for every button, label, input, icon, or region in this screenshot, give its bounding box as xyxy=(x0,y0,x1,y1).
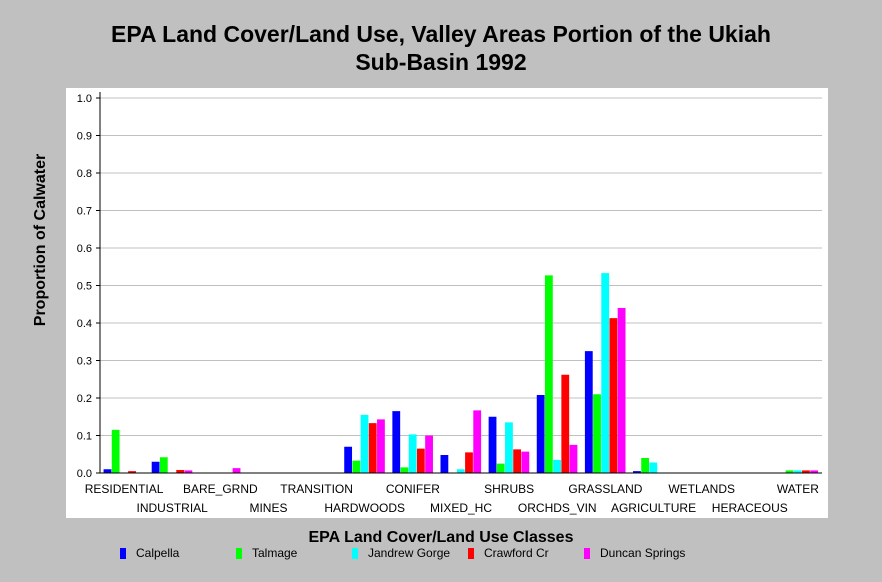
x-tick-label: RESIDENTIAL xyxy=(85,482,164,496)
y-tick-label: 0.2 xyxy=(77,393,92,405)
bar xyxy=(601,273,610,473)
y-tick-label: 1.0 xyxy=(77,93,92,105)
x-tick-label: CONIFER xyxy=(386,482,440,496)
bar xyxy=(810,470,819,473)
bar xyxy=(584,351,593,473)
y-tick-label: 0.8 xyxy=(77,168,92,180)
legend-label: Talmage xyxy=(252,546,298,560)
plot-area xyxy=(66,88,828,518)
bar xyxy=(593,394,601,473)
y-axis-label: Proportion of Calwater xyxy=(32,154,49,326)
x-tick-label: SHRUBS xyxy=(484,482,534,496)
bar xyxy=(151,461,160,473)
y-tick-label: 0.0 xyxy=(77,468,92,480)
legend-item: Duncan Springs xyxy=(584,546,685,560)
x-tick-labels: RESIDENTIAL INDUSTRIAL BARE_GRND MINES TRANS… xyxy=(85,482,820,515)
legend: Calpella Talmage Jandrew Gorge Crawford Cr D… xyxy=(0,546,882,566)
bar xyxy=(785,470,794,473)
y-tick-label: 0.4 xyxy=(77,318,92,330)
bar xyxy=(473,410,482,473)
bar xyxy=(793,470,802,473)
x-tick-label: BARE_GRND xyxy=(183,482,258,496)
bar xyxy=(456,469,465,473)
x-tick-label: HARDWOODS xyxy=(324,501,405,515)
x-tick-label: MIXED_HC xyxy=(430,501,492,515)
y-tick-label: 0.9 xyxy=(77,131,92,143)
y-tick-labels: 0.0 0.1 0.2 0.3 0.4 0.5 0.6 0.7 0.8 0.9 1.0 xyxy=(77,93,100,480)
y-tick-label: 0.1 xyxy=(77,431,92,443)
bar xyxy=(392,411,401,473)
bar xyxy=(802,470,810,473)
bars xyxy=(103,273,819,473)
legend-label: Jandrew Gorge xyxy=(368,546,451,560)
bar xyxy=(488,416,497,473)
x-axis-label: EPA Land Cover/Land Use Classes xyxy=(309,529,574,546)
legend-swatch xyxy=(468,547,474,559)
chart-title: EPA Land Cover/Land Use, Valley Areas Po… xyxy=(0,20,882,76)
bar xyxy=(553,459,561,473)
bar xyxy=(561,374,570,473)
x-tick-label: WETLANDS xyxy=(668,482,735,496)
bar xyxy=(521,451,530,473)
bar xyxy=(609,318,618,473)
bar xyxy=(425,435,433,473)
legend-item: Calpella xyxy=(120,546,179,560)
bar xyxy=(505,422,513,473)
x-tick-label: TRANSITION xyxy=(280,482,353,496)
bar xyxy=(408,434,417,473)
x-tick-label: GRASSLAND xyxy=(568,482,642,496)
bar xyxy=(360,414,369,473)
y-tick-label: 0.3 xyxy=(77,356,92,368)
bar xyxy=(544,275,553,473)
bar xyxy=(513,449,522,473)
legend-swatch xyxy=(584,547,590,559)
bar xyxy=(416,448,425,473)
bar xyxy=(111,429,120,473)
legend-swatch xyxy=(120,547,126,559)
x-tick-label: ORCHDS_VIN xyxy=(518,501,597,515)
x-tick-label: HERACEOUS xyxy=(712,501,788,515)
x-tick-label: WATER xyxy=(777,482,819,496)
bar xyxy=(617,308,626,473)
bar xyxy=(649,462,658,473)
legend-label: Calpella xyxy=(136,546,180,560)
bar xyxy=(569,444,578,473)
bar xyxy=(368,423,377,473)
bar xyxy=(176,470,185,473)
legend-swatch xyxy=(236,547,242,559)
x-tick-label: MINES xyxy=(249,501,287,515)
bar xyxy=(465,452,473,473)
legend-swatch xyxy=(352,547,358,559)
bar xyxy=(184,470,193,473)
bar xyxy=(159,457,168,473)
y-tick-label: 0.7 xyxy=(77,206,92,218)
bar xyxy=(232,468,241,473)
bar xyxy=(496,463,505,473)
chart-title-line-1: EPA Land Cover/Land Use, Valley Areas Po… xyxy=(111,21,771,47)
bar xyxy=(128,471,136,473)
legend-label: Duncan Springs xyxy=(600,546,686,560)
chart-title-line-2: Sub-Basin 1992 xyxy=(355,49,527,75)
legend-item: Talmage xyxy=(236,546,297,560)
bar xyxy=(641,458,650,473)
y-tick-label: 0.6 xyxy=(77,243,92,255)
bar xyxy=(440,455,449,473)
legend-label: Crawford Cr xyxy=(484,546,549,560)
bar xyxy=(633,471,641,473)
bar xyxy=(536,395,545,473)
bar xyxy=(400,467,409,473)
legend-item: Jandrew Gorge xyxy=(352,546,450,560)
grid-lines xyxy=(100,97,822,436)
bar xyxy=(344,446,353,473)
bar xyxy=(352,460,361,473)
bar xyxy=(377,419,385,473)
legend-item: Crawford Cr xyxy=(468,546,549,560)
y-tick-label: 0.5 xyxy=(77,281,92,293)
bar xyxy=(103,469,112,473)
x-tick-label: AGRICULTURE xyxy=(611,501,696,515)
x-tick-label: INDUSTRIAL xyxy=(137,501,209,515)
